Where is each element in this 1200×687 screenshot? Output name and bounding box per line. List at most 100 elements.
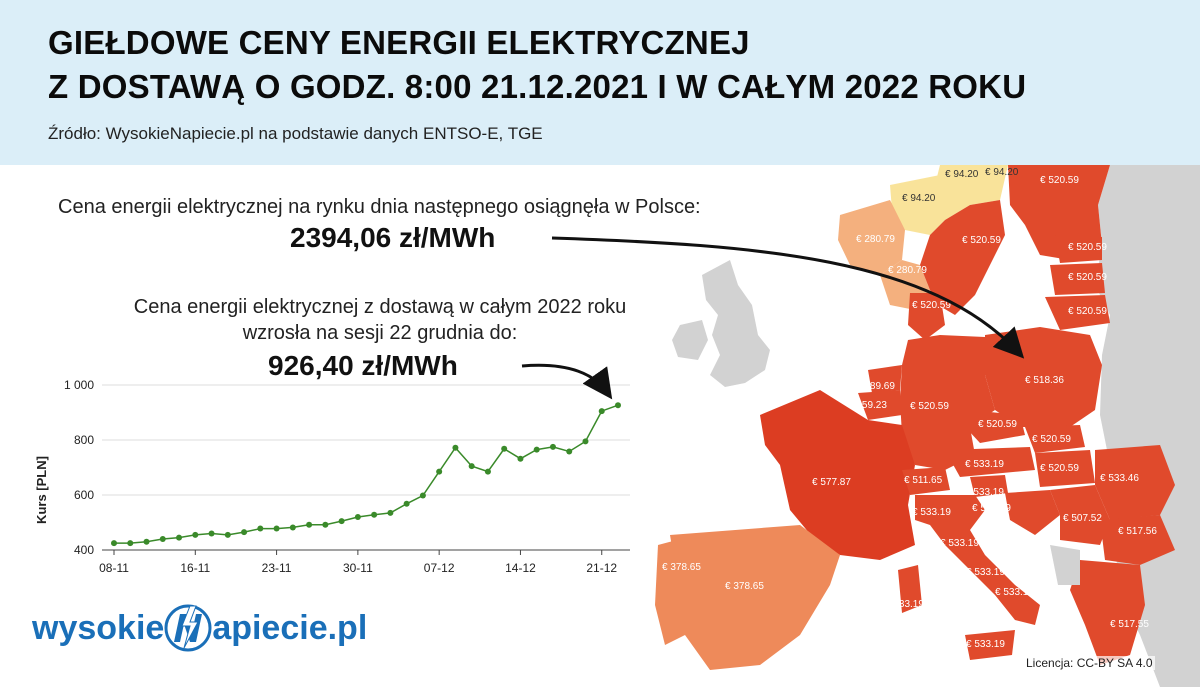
region-serbia [1050, 485, 1110, 545]
year-price-description-line1: Cena energii elektrycznej z dostawą w ca… [133, 296, 627, 318]
chart-data-point [566, 448, 573, 455]
chart-data-point [582, 438, 589, 445]
region-se-north [970, 165, 1008, 205]
region-no-mid [890, 175, 945, 235]
chart-data-point [127, 540, 134, 547]
header-banner: GIEŁDOWE CENY ENERGII ELEKTRYCZNEJ Z DOS… [0, 0, 1200, 165]
chart-data-point [241, 529, 248, 536]
map-price-label-no-mid: € 94.20 [902, 193, 936, 204]
chart-data-point [371, 511, 378, 518]
region-hungary [1035, 450, 1095, 487]
chart-data-point [517, 455, 524, 462]
chart-data-point [354, 514, 361, 520]
map-price-label-poland: € 518.36 [1025, 375, 1064, 386]
map-price-label-finland: € 520.59 [1040, 175, 1079, 186]
chart-data-point [224, 531, 231, 538]
region-estonia [1055, 235, 1102, 263]
logo-text-apiecie: apiecie.pl [212, 608, 368, 647]
map-price-label-it-centre: € 533.19 [966, 567, 1005, 578]
price-line-chart: 400 600 800 1 000 08-11 16-11 23-11 30-11 07-12… [30, 375, 640, 585]
chart-data-point [484, 468, 491, 475]
title-line-1: GIEŁDOWE CENY ENERGII ELEKTRYCZNEJ [48, 24, 750, 61]
chart-data-point [306, 521, 313, 528]
map-price-label-spain: € 378.65 [725, 581, 764, 592]
map-price-label-sicily: € 533.19 [966, 639, 1005, 650]
region-croatia [1005, 490, 1060, 535]
chart-data-point [111, 540, 117, 547]
map-price-label-it-south: € 533.19 [995, 587, 1034, 598]
year-price-description: Cena energii elektrycznej z dostawą w ca… [100, 294, 660, 346]
region-latvia [1050, 263, 1105, 295]
lightning-n-icon [160, 600, 216, 656]
chart-data-point [501, 445, 508, 452]
chart-y-ticks: 400 600 800 1 000 [64, 378, 94, 557]
region-slovakia [1025, 425, 1085, 453]
region-spain [670, 525, 840, 670]
year-price-value: 926,40 zł/MWh [268, 350, 458, 381]
chart-x-tick-label: 07-12 [424, 561, 455, 575]
region-czechia [968, 410, 1025, 443]
map-price-label-lithuania: € 520.59 [1068, 306, 1107, 317]
region-portugal [655, 537, 688, 645]
chart-data-point [159, 536, 166, 542]
map-price-label-se-mid: € 520.59 [962, 235, 1001, 246]
chart-data-point [452, 444, 459, 451]
map-price-label-hungary: € 520.59 [1040, 463, 1079, 474]
chart-data-point [403, 500, 410, 507]
chart-x-tick-label: 23-11 [262, 561, 292, 575]
region-switzerland [902, 467, 950, 495]
map-price-label-bulgaria: € 517.56 [1118, 526, 1157, 537]
map-price-label-romania: € 533.46 [1100, 473, 1139, 484]
chart-series-line [114, 404, 619, 544]
chart-x-tick-label: 14-12 [505, 561, 536, 575]
chart-data-point [192, 531, 199, 538]
region-austria [945, 447, 1035, 477]
chart-data-point [257, 525, 264, 532]
chart-data-point [468, 463, 475, 470]
region-italy [915, 495, 1040, 625]
chart-data-point [598, 408, 605, 415]
map-price-label-it-north: € 533.19 [912, 507, 951, 518]
spot-price-description: Cena energii elektrycznej na rynku dnia … [58, 196, 701, 218]
chart-data-point [436, 468, 443, 475]
chart-y-tick-label: 600 [74, 488, 94, 502]
map-price-label-latvia: € 520.59 [1068, 272, 1107, 283]
chart-data-point [387, 509, 394, 516]
region-bulgaria [1100, 515, 1175, 565]
year-price-description-line2: wzrosła na sesji 22 grudnia do: [242, 322, 518, 344]
region-sardinia [898, 565, 922, 613]
chart-x-tick-label: 16-11 [180, 561, 210, 575]
title-line-2: Z DOSTAWĄ O GODZ. 8:00 21.12.2021 I W CA… [48, 68, 1027, 105]
map-price-label-austria: € 533.19 [965, 459, 1004, 470]
map-price-label-it-cnorth: € 533.19 [940, 538, 979, 549]
map-price-label-no-west: € 280.79 [856, 234, 895, 245]
map-price-label-france: € 577.87 [812, 477, 851, 488]
logo-text-wysokie: wysokie [32, 608, 165, 647]
map-price-label-no-north: € 94.20 [945, 169, 979, 180]
chart-x-tick-label: 30-11 [343, 561, 373, 575]
region-france [760, 390, 915, 560]
map-price-label-slovakia: € 520.59 [1032, 434, 1071, 445]
map-price-label-netherlands: € 489.69 [856, 381, 895, 392]
map-price-label-portugal: € 378.65 [662, 562, 701, 573]
chart-data-point [289, 524, 296, 531]
map-price-label-croatia: € 533.19 [972, 503, 1011, 514]
region-greece [1070, 560, 1145, 665]
chart-data-point [338, 518, 345, 525]
chart-data-point [208, 530, 215, 537]
chart-data-point [143, 538, 150, 545]
europe-price-map: € 520.59 € 94.20 € 94.20 € 94.20 € 280.79 € 2… [640, 165, 1200, 687]
spot-price-value: 2394,06 zł/MWh [290, 222, 496, 253]
region-slovenia [970, 475, 1008, 497]
chart-data-point [549, 443, 556, 450]
map-price-label-germany: € 520.59 [910, 401, 949, 412]
map-price-label-switzerland: € 511.65 [904, 475, 943, 486]
chart-data-point [419, 492, 426, 499]
region-finland [1008, 165, 1110, 260]
chart-series-points [111, 402, 621, 547]
region-sicily [965, 630, 1015, 660]
chart-y-axis-label: Kurs [PLN] [34, 456, 49, 524]
region-lithuania [1045, 295, 1110, 330]
map-price-label-czechia: € 520.59 [978, 419, 1017, 430]
map-price-label-serbia: € 507.52 [1063, 513, 1102, 524]
